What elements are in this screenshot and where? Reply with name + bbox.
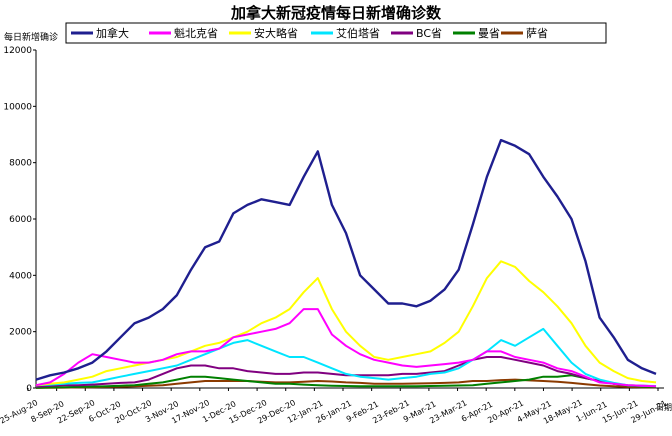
y-tick-label: 10000 xyxy=(3,102,32,112)
legend-box xyxy=(65,22,607,44)
series-line-6 xyxy=(35,378,657,389)
legend-label: 魁北克省 xyxy=(174,26,218,40)
series-line-4 xyxy=(35,356,657,388)
legend-label: 曼省 xyxy=(478,27,500,40)
series-lines xyxy=(35,138,657,389)
series-line-2 xyxy=(35,260,657,387)
series-line-0 xyxy=(35,138,657,381)
legend: 加拿大 魁北克省 安大略省 艾伯塔省 BC省 曼省 萨省 xyxy=(65,22,607,44)
series-line-1 xyxy=(35,308,657,388)
y-tick-label: 12000 xyxy=(3,46,32,56)
y-tick-label: 8000 xyxy=(9,159,32,169)
legend-label: 安大略省 xyxy=(254,26,298,40)
y-axis-label: 每日新增确诊 xyxy=(4,31,58,43)
x-axis-label: 日期 xyxy=(656,403,672,412)
y-tick-label: 0 xyxy=(26,384,32,394)
legend-label: 萨省 xyxy=(526,27,548,40)
chart-title: 加拿大新冠疫情每日新增确诊数 xyxy=(230,4,442,22)
y-tick-label: 2000 xyxy=(9,328,32,338)
legend-label: BC省 xyxy=(416,27,442,40)
series-line-3 xyxy=(35,327,657,387)
series-line-5 xyxy=(35,374,657,389)
legend-label: 加拿大 xyxy=(96,26,129,40)
y-tick-label: 6000 xyxy=(9,215,32,225)
legend-label: 艾伯塔省 xyxy=(336,26,380,40)
y-tick-label: 4000 xyxy=(9,271,32,281)
